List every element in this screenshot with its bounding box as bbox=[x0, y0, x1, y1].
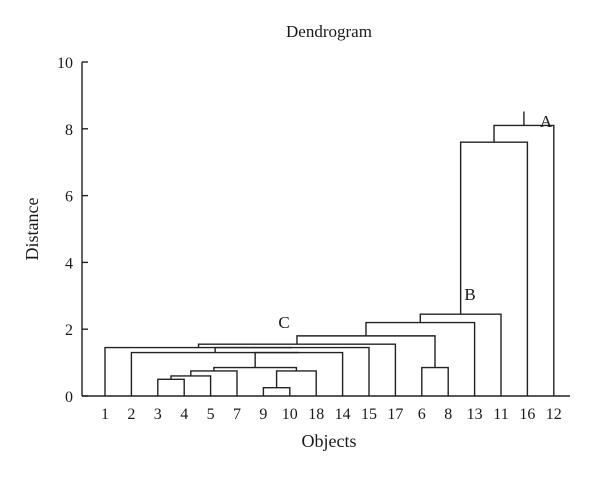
y-tick-label: 4 bbox=[65, 255, 73, 272]
y-tick-label: 8 bbox=[65, 122, 73, 139]
leaf-label: 5 bbox=[207, 406, 215, 423]
dendrogram-link bbox=[459, 141, 529, 396]
leaf-label: 8 bbox=[444, 406, 452, 423]
leaf-label: 15 bbox=[361, 406, 377, 423]
leaf-label: 12 bbox=[546, 406, 562, 423]
dendrogram-link bbox=[254, 351, 344, 396]
dendrogram-link bbox=[296, 335, 436, 368]
y-tick-label: 0 bbox=[65, 389, 73, 406]
leaf-label: 10 bbox=[282, 406, 298, 423]
dendrogram-link bbox=[419, 313, 502, 396]
leaf-label: 18 bbox=[308, 406, 324, 423]
dendrogram-link bbox=[365, 321, 476, 396]
leaf-label: 17 bbox=[387, 406, 403, 423]
leaf-label: 7 bbox=[233, 406, 241, 423]
dendrogram-link bbox=[421, 366, 449, 396]
leaf-label: 9 bbox=[259, 406, 267, 423]
y-tick-label: 2 bbox=[65, 322, 73, 339]
leaf-label: 4 bbox=[180, 406, 188, 423]
annotation-c: C bbox=[278, 313, 289, 332]
leaf-label: 2 bbox=[127, 406, 135, 423]
leaf-label: 14 bbox=[335, 406, 351, 423]
leaf-label: 6 bbox=[418, 406, 426, 423]
dendrogram-link bbox=[214, 346, 370, 396]
leaf-label: 3 bbox=[154, 406, 162, 423]
x-axis-label: Objects bbox=[302, 431, 357, 451]
y-axis-label: Distance bbox=[22, 198, 42, 261]
leaf-label: 1 bbox=[101, 406, 109, 423]
annotation-b: B bbox=[464, 285, 475, 304]
leaf-label: 16 bbox=[519, 406, 535, 423]
dendrogram-link bbox=[130, 351, 299, 396]
dendrogram-link bbox=[262, 386, 291, 396]
leaf-label: 13 bbox=[467, 406, 483, 423]
dendrogram-link bbox=[104, 346, 293, 396]
chart-title: Dendrogram bbox=[286, 22, 372, 41]
y-tick-label: 6 bbox=[65, 189, 73, 206]
dendrogram-link bbox=[190, 370, 238, 396]
annotation-a: A bbox=[540, 112, 553, 131]
dendrogram-link bbox=[493, 124, 555, 396]
dendrogram-link bbox=[275, 370, 317, 396]
leaf-label: 11 bbox=[493, 406, 508, 423]
y-tick-label: 10 bbox=[57, 55, 73, 72]
dendrogram-link bbox=[157, 378, 185, 396]
